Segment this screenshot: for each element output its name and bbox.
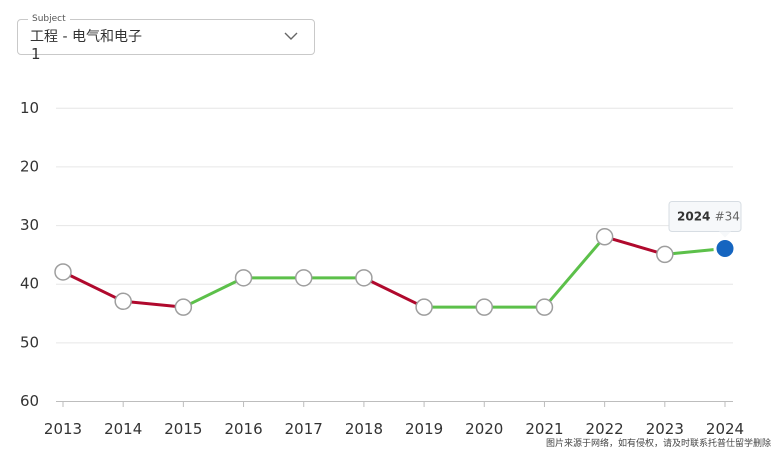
x-tick-label: 2021: [525, 420, 563, 438]
x-tick-label: 2022: [586, 420, 624, 438]
data-point[interactable]: [415, 298, 433, 316]
y-tick-label: 50: [20, 333, 39, 351]
data-point[interactable]: [234, 269, 253, 287]
highlighted-point[interactable]: [713, 237, 737, 261]
data-point[interactable]: [294, 269, 313, 287]
data-point[interactable]: [535, 298, 554, 316]
subject-value: 工程 - 电气和电子: [30, 29, 142, 45]
x-tick-label: 2019: [405, 420, 443, 438]
gridlines: [56, 107, 733, 402]
data-points: [54, 228, 737, 316]
series-segment: [61, 270, 125, 303]
x-axis: 2013 2014 2015 2016 2017 2018 2019 2020 2021 2022…: [44, 401, 744, 438]
data-point[interactable]: [475, 298, 494, 316]
x-tick-label: 2016: [224, 420, 262, 438]
x-tick-label: 2014: [104, 420, 142, 438]
data-point[interactable]: [656, 245, 674, 264]
x-tick-label: 2013: [44, 420, 82, 438]
data-point[interactable]: [355, 269, 373, 287]
series-lines: [61, 235, 727, 309]
y-tick-label: 60: [20, 392, 39, 410]
data-point[interactable]: [54, 263, 72, 281]
y-tick-label: 30: [20, 216, 39, 234]
series-segment: [603, 235, 667, 256]
y-tick-label: 1: [31, 45, 41, 63]
tooltip-box: [668, 201, 742, 233]
series-segment: [181, 276, 246, 309]
y-tick-label: 20: [20, 157, 39, 175]
y-tick-label: 40: [20, 275, 39, 293]
x-tick-label: 2015: [164, 420, 202, 438]
chevron-down-icon: [284, 32, 298, 40]
data-point[interactable]: [174, 298, 193, 316]
tooltip: 2024 #34: [668, 201, 742, 238]
data-point[interactable]: [114, 292, 132, 311]
series-segment: [121, 299, 185, 309]
watermark-text: 图片来源于网络，如有侵权，请及时联系托普仕留学删除: [545, 439, 771, 449]
y-axis-ticks: 1 10 20 30 40 50 60: [20, 45, 41, 410]
series-segment: [362, 276, 426, 309]
x-tick-label: 2017: [285, 420, 323, 438]
x-tick-label: 2024: [706, 420, 744, 438]
tooltip-text: 2024 #34: [677, 210, 740, 224]
subject-label: Subject: [28, 13, 70, 25]
series-segment: [542, 235, 607, 309]
x-tick-label: 2018: [345, 420, 383, 438]
y-tick-label: 10: [20, 99, 39, 117]
x-tick-label: 2020: [465, 420, 503, 438]
data-point[interactable]: [595, 228, 614, 246]
x-tick-label: 2023: [646, 420, 684, 438]
tooltip-pointer: [719, 231, 731, 238]
subject-select[interactable]: Subject 工程 - 电气和电子: [17, 13, 315, 55]
